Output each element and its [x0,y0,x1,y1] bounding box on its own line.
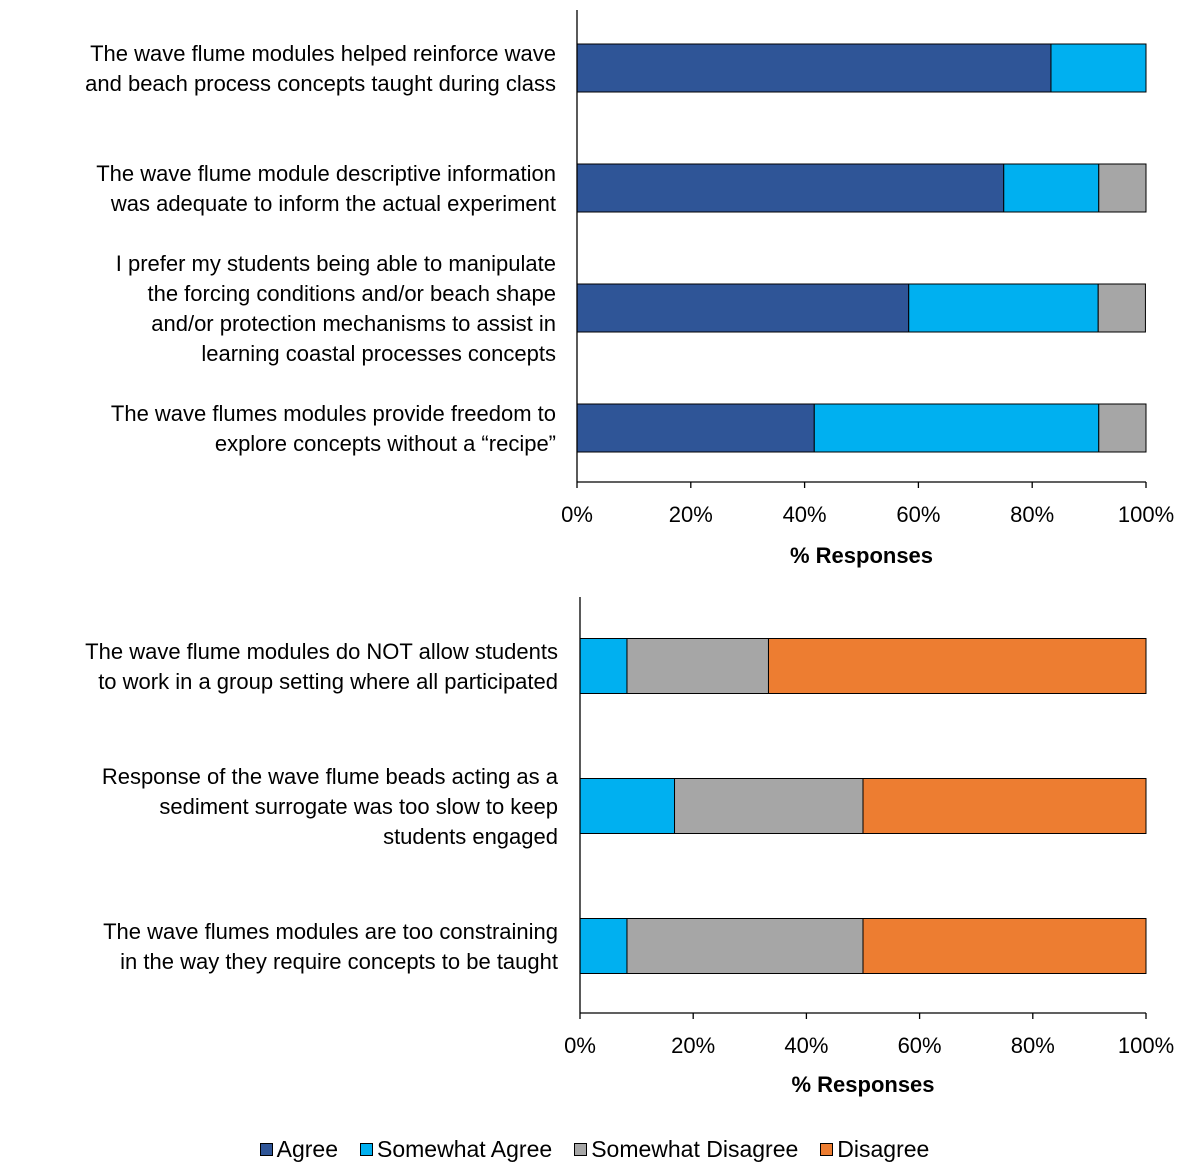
bar-somewhat-disagree [674,778,864,834]
legend-label-agree: Agree [276,1135,339,1162]
category-label: and beach process concepts taught during… [85,71,556,96]
bar-disagree [862,918,1147,974]
bar-somewhat-disagree [1098,163,1147,213]
legend-swatch-disagree [820,1142,834,1156]
bar-somewhat-agree [908,283,1099,333]
legend-swatch-somewhat-disagree [574,1142,588,1156]
bar-somewhat-agree [1050,43,1147,93]
x-tick-label: 100% [1118,502,1174,527]
bar-somewhat-agree [1003,163,1100,213]
bar-somewhat-agree [579,638,628,694]
legend-item-disagree: Disagree [820,1136,929,1163]
legend-item-somewhat-disagree: Somewhat Disagree [574,1136,798,1163]
bar-somewhat-disagree [626,918,864,974]
bar-disagree [862,778,1147,834]
category-label: The wave flume modules do NOT allow stud… [85,639,558,664]
x-tick-label: 80% [1010,502,1054,527]
bar-somewhat-disagree [626,638,769,694]
legend: Agree Somewhat Agree Somewhat Disagree D… [0,1134,1189,1164]
chart-panel-top: The wave flume modules helped reinforce … [85,10,1174,568]
category-label: The wave flumes modules are too constrai… [103,919,558,944]
category-label: Response of the wave flume beads acting … [102,764,559,789]
x-axis-title: % Responses [791,1072,934,1097]
category-label: to work in a group setting where all par… [98,669,558,694]
legend-label-somewhat-disagree: Somewhat Disagree [591,1135,799,1162]
bar-disagree [767,638,1147,694]
x-tick-label: 60% [896,502,940,527]
x-tick-label: 60% [898,1033,942,1058]
bar-agree [576,403,815,453]
x-tick-label: 0% [564,1033,596,1058]
category-label: I prefer my students being able to manip… [116,251,556,276]
x-tick-label: 40% [784,1033,828,1058]
category-label: the forcing conditions and/or beach shap… [147,281,556,306]
bar-somewhat-disagree [1097,283,1146,333]
bar-somewhat-agree [579,778,676,834]
category-label: The wave flumes modules provide freedom … [111,401,556,426]
x-tick-label: 20% [669,502,713,527]
chart-panel-bottom: The wave flume modules do NOT allow stud… [85,597,1174,1097]
category-label: was adequate to inform the actual experi… [110,191,556,216]
x-tick-label: 0% [561,502,593,527]
category-label: sediment surrogate was too slow to keep [159,794,558,819]
x-axis-title: % Responses [790,543,933,568]
category-label: The wave flume modules helped reinforce … [90,41,556,66]
legend-swatch-somewhat-agree [360,1142,374,1156]
bar-somewhat-agree [579,918,628,974]
category-label: learning coastal processes concepts [201,341,556,366]
category-label: The wave flume module descriptive inform… [96,161,556,186]
x-tick-label: 80% [1011,1033,1055,1058]
bar-agree [576,163,1005,213]
legend-item-agree: Agree [259,1135,339,1163]
legend-swatch-agree [259,1142,273,1156]
legend-label-disagree: Disagree [837,1135,930,1162]
x-tick-label: 40% [783,502,827,527]
category-label: students engaged [383,824,558,849]
bar-agree [576,283,910,333]
category-label: explore concepts without a “recipe” [215,431,556,456]
bar-somewhat-agree [813,403,1100,453]
bar-somewhat-disagree [1098,403,1147,453]
legend-label-somewhat-agree: Somewhat Agree [377,1135,553,1162]
category-label: and/or protection mechanisms to assist i… [151,311,556,336]
x-tick-label: 20% [671,1033,715,1058]
bar-agree [576,43,1052,93]
category-label: in the way they require concepts to be t… [120,949,558,974]
x-tick-label: 100% [1118,1033,1174,1058]
legend-item-somewhat-agree: Somewhat Agree [360,1136,552,1163]
